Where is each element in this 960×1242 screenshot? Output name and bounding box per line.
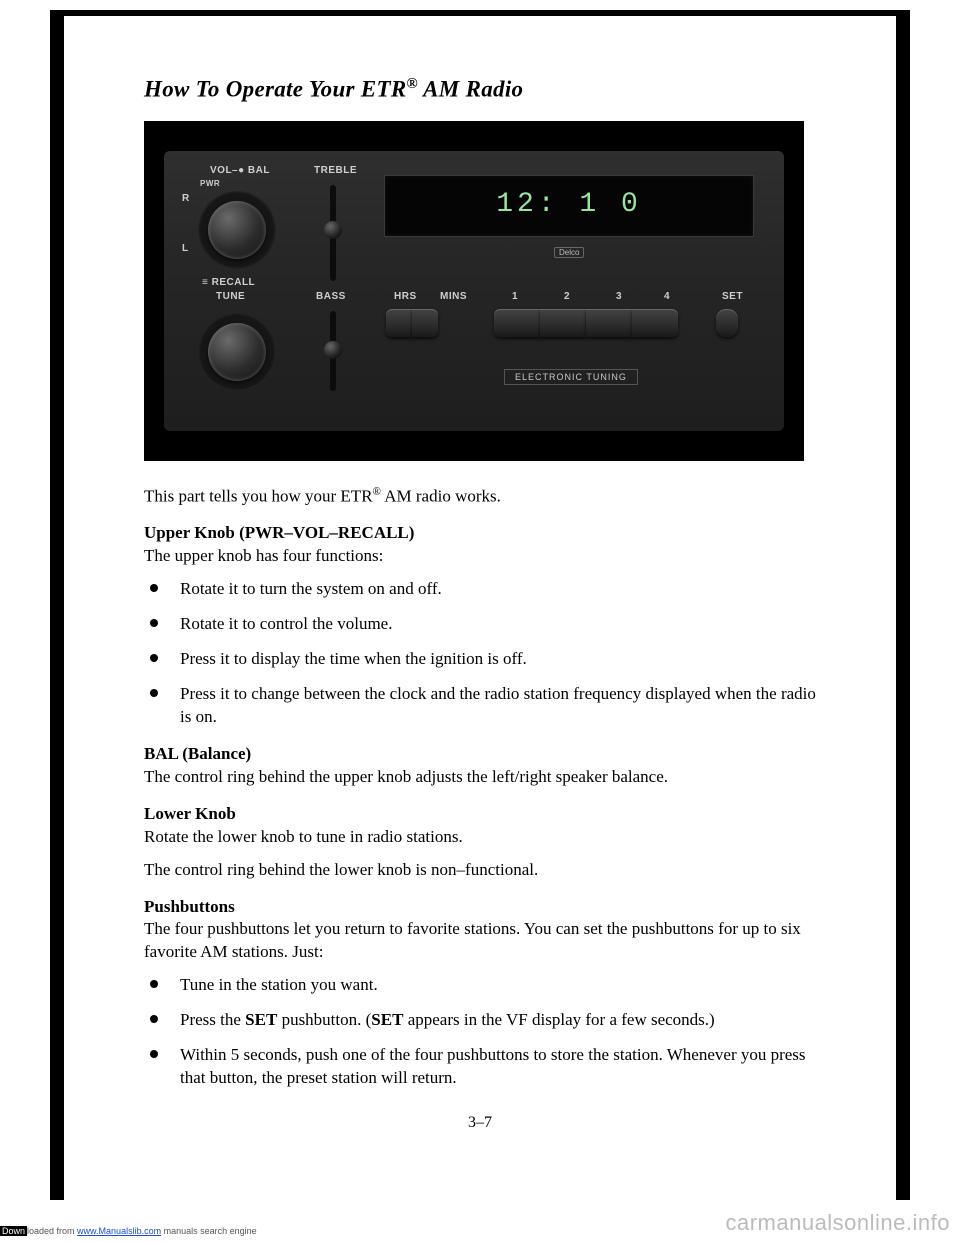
- mins-button[interactable]: [412, 309, 438, 337]
- radio-display: 12: 1 0: [384, 175, 754, 237]
- watermark: carmanualsonline.info: [725, 1210, 950, 1236]
- pushbuttons-lead: The four pushbuttons let you return to f…: [144, 918, 816, 964]
- upper-knob-list: Rotate it to turn the system on and off.…: [144, 578, 816, 729]
- upper-knob-lead: The upper knob has four functions:: [144, 545, 816, 568]
- preset-3[interactable]: [586, 309, 632, 337]
- download-footer: Downloaded from www.Manualslib.com manua…: [0, 1226, 257, 1236]
- lower-knob-body2: The control ring behind the lower knob i…: [144, 859, 816, 882]
- treble-thumb[interactable]: [324, 221, 342, 239]
- label-2: 2: [564, 291, 570, 302]
- pushbuttons-list: Tune in the station you want. Press the …: [144, 974, 816, 1090]
- scale-l: L: [182, 243, 189, 254]
- preset-4[interactable]: [632, 309, 678, 337]
- label-set: SET: [722, 291, 743, 302]
- pushbuttons-heading: Pushbuttons: [144, 896, 816, 919]
- electronic-tuning-label: ELECTRONIC TUNING: [504, 369, 638, 385]
- lower-knob-body1: Rotate the lower knob to tune in radio s…: [144, 826, 816, 849]
- title-sup: ®: [407, 76, 418, 92]
- preset-1[interactable]: [494, 309, 540, 337]
- brand-badge: Delco: [554, 247, 584, 258]
- list-item: Rotate it to control the volume.: [172, 613, 816, 636]
- page-frame: How To Operate Your ETR® AM Radio VOL–● …: [50, 10, 910, 1200]
- label-pwr: PWR: [200, 179, 220, 188]
- list-item: Tune in the station you want.: [172, 974, 816, 997]
- bal-body: The control ring behind the upper knob a…: [144, 766, 816, 789]
- lower-knob[interactable]: [208, 323, 266, 381]
- intro-pre: This part tells you how your ETR: [144, 486, 373, 505]
- bass-slider[interactable]: [330, 311, 336, 391]
- radio-panel: VOL–● BAL PWR TREBLE R L ≡ RECALL TUNE B…: [164, 151, 784, 431]
- title-pre: How To Operate Your ETR: [144, 77, 407, 102]
- label-4: 4: [664, 291, 670, 302]
- hrs-mins-group: [386, 309, 438, 337]
- intro-sup: ®: [373, 486, 381, 498]
- preset-group: [494, 309, 678, 337]
- list-item: Press it to change between the clock and…: [172, 683, 816, 729]
- label-bass: BASS: [316, 291, 346, 302]
- label-hrs: HRS: [394, 291, 417, 302]
- set-button[interactable]: [716, 309, 738, 337]
- page-number: 3–7: [144, 1114, 816, 1132]
- hrs-button[interactable]: [386, 309, 412, 337]
- body-text: This part tells you how your ETR® AM rad…: [144, 485, 816, 1090]
- b2-pre: Press the: [180, 1010, 245, 1029]
- upper-knob[interactable]: [208, 201, 266, 259]
- list-item: Within 5 seconds, push one of the four p…: [172, 1044, 816, 1090]
- label-mins: MINS: [440, 291, 467, 302]
- lower-knob-heading: Lower Knob: [144, 803, 816, 826]
- label-tune: TUNE: [216, 291, 245, 302]
- intro-post: AM radio works.: [381, 486, 501, 505]
- label-treble: TREBLE: [314, 165, 357, 176]
- list-item: Press the SET pushbutton. (SET appears i…: [172, 1009, 816, 1032]
- b2-mid: pushbutton. (: [277, 1010, 371, 1029]
- label-1: 1: [512, 291, 518, 302]
- radio-illustration: VOL–● BAL PWR TREBLE R L ≡ RECALL TUNE B…: [144, 121, 804, 461]
- list-item: Rotate it to turn the system on and off.: [172, 578, 816, 601]
- preset-2[interactable]: [540, 309, 586, 337]
- label-3: 3: [616, 291, 622, 302]
- label-vol-bal: VOL–● BAL: [210, 165, 270, 176]
- set-group: [716, 309, 738, 337]
- title-post: AM Radio: [418, 77, 523, 102]
- footer-b: Down: [0, 1226, 27, 1236]
- bass-thumb[interactable]: [324, 341, 342, 359]
- b2-bold2: SET: [371, 1010, 403, 1029]
- scale-r: R: [182, 193, 190, 204]
- label-recall: ≡ RECALL: [202, 277, 255, 288]
- intro-para: This part tells you how your ETR® AM rad…: [144, 485, 816, 509]
- list-item: Press it to display the time when the ig…: [172, 648, 816, 671]
- treble-slider[interactable]: [330, 185, 336, 281]
- page-title: How To Operate Your ETR® AM Radio: [144, 76, 816, 103]
- manualslib-link[interactable]: www.Manualslib.com: [77, 1226, 161, 1236]
- b2-post: appears in the VF display for a few seco…: [403, 1010, 714, 1029]
- b2-bold1: SET: [245, 1010, 277, 1029]
- footer-pre: loaded from: [27, 1226, 77, 1236]
- upper-knob-heading: Upper Knob (PWR–VOL–RECALL): [144, 522, 816, 545]
- bal-heading: BAL (Balance): [144, 743, 816, 766]
- display-time: 12: 1 0: [385, 176, 753, 234]
- footer-post: manuals search engine: [161, 1226, 257, 1236]
